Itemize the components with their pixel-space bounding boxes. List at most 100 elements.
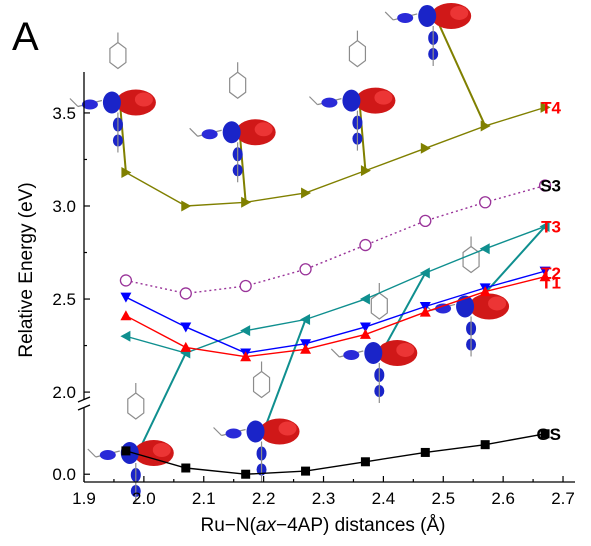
inset-leader-line xyxy=(380,272,427,354)
x-tick-label: 2.1 xyxy=(192,489,216,508)
data-point-triangle xyxy=(359,322,371,333)
axes-frame: 1.9 2.0 2.1 2.2 2.3 2.4 2.5 2.6 2.7 2.0 2.5 3.0 3.5 0… xyxy=(52,72,575,508)
data-point-triangle xyxy=(180,322,192,333)
series-line xyxy=(125,276,546,358)
data-point-triangle xyxy=(419,267,430,279)
x-tick-label: 2.7 xyxy=(551,489,575,508)
y-tick-label: 3.0 xyxy=(52,197,76,216)
orbital-blue-lobe xyxy=(364,341,383,364)
series-label: T3 xyxy=(541,217,561,236)
series-line xyxy=(125,106,546,207)
orbital-blue-lobe xyxy=(222,121,241,144)
orbital-blue-lobe xyxy=(201,129,218,140)
molecule-skeleton xyxy=(189,62,247,137)
data-point-triangle xyxy=(181,200,192,212)
data-point-triangle xyxy=(420,142,431,154)
inset-leader-line xyxy=(358,100,367,171)
molecule-skeleton xyxy=(309,30,367,106)
x-tick-label: 2.2 xyxy=(252,489,276,508)
orbital-red-highlight xyxy=(152,443,171,458)
inset-leader-line xyxy=(262,319,307,432)
orbital-inset xyxy=(69,32,156,173)
orbital-blue-lobe xyxy=(342,89,361,112)
molecule-skeleton xyxy=(422,236,480,312)
inset-leader-line xyxy=(434,15,487,127)
data-point-circle xyxy=(299,263,312,276)
y-tick-label: 2.0 xyxy=(52,383,76,402)
y-tick-label: 2.5 xyxy=(52,290,76,309)
data-point-triangle xyxy=(180,341,192,352)
orbital-blue-lobe xyxy=(456,295,475,318)
orbital-inset xyxy=(330,272,427,403)
data-point-triangle xyxy=(120,330,131,342)
panel-label: A xyxy=(12,15,39,59)
orbital-inset xyxy=(87,352,187,504)
series-label: GS xyxy=(536,425,561,444)
y-axis-title: Relative Energy (eV) xyxy=(16,182,37,357)
orbital-inset xyxy=(189,62,276,203)
data-point-circle xyxy=(479,196,492,209)
orbital-red-highlight xyxy=(278,421,297,436)
orbital-red-highlight xyxy=(134,92,153,107)
series-gs: GS xyxy=(121,425,561,479)
x-axis-title-part-1: Ru−N( xyxy=(200,515,256,536)
data-point-triangle xyxy=(539,220,550,232)
orbital-blue-lobe xyxy=(343,349,360,360)
series-label: S3 xyxy=(540,177,561,196)
data-point-triangle xyxy=(301,187,312,199)
orbital-red-highlight xyxy=(450,5,469,20)
data-point-square xyxy=(480,440,490,450)
data-point-triangle xyxy=(240,351,252,362)
data-point-square xyxy=(121,446,131,456)
orbital-blue-lobe xyxy=(321,97,338,108)
data-point-triangle xyxy=(120,292,132,303)
orbital-inset xyxy=(384,2,487,127)
molecule-skeleton xyxy=(69,32,127,108)
data-point-triangle xyxy=(241,196,252,208)
data-point-circle xyxy=(538,179,552,192)
molecule-skeleton xyxy=(213,361,271,437)
x-axis-title-part-2: ax xyxy=(256,515,278,536)
series-line xyxy=(125,433,546,475)
orbital-red-highlight xyxy=(254,122,273,137)
inset-leader-line xyxy=(118,102,127,173)
series-t4: T4 xyxy=(121,98,562,212)
data-point-triangle xyxy=(359,293,370,305)
data-point-square xyxy=(241,469,251,479)
orbital-blue-lobe xyxy=(418,4,437,27)
data-point-square xyxy=(301,466,311,476)
data-point-triangle xyxy=(479,286,491,297)
data-point-triangle xyxy=(300,343,312,354)
axis-break-mark xyxy=(77,404,91,411)
data-point-triangle xyxy=(300,314,311,326)
series-t1: T1 xyxy=(120,271,561,362)
series-label: T1 xyxy=(541,274,561,293)
y-tick-label: 3.5 xyxy=(52,104,76,123)
inset-leader-line xyxy=(136,352,187,454)
data-point-circle xyxy=(419,214,432,228)
data-point-square xyxy=(540,429,550,439)
orbital-blue-lobe xyxy=(397,12,414,23)
molecule-skeleton xyxy=(87,383,145,458)
molecule-skeleton xyxy=(330,282,388,358)
data-point-circle xyxy=(179,287,192,300)
data-point-circle xyxy=(119,274,133,287)
orbital-red-highlight xyxy=(488,296,507,311)
orbital-inset xyxy=(309,30,396,171)
series-s3: S3 xyxy=(119,177,561,300)
data-point-circle xyxy=(239,279,252,293)
data-point-triangle xyxy=(419,306,431,317)
data-point-triangle xyxy=(480,120,491,132)
data-point-triangle xyxy=(240,325,251,337)
y-tick-label: 0.0 xyxy=(52,465,76,484)
data-point-triangle xyxy=(359,328,371,339)
x-tick-label: 2.3 xyxy=(312,489,336,508)
data-point-triangle xyxy=(121,166,132,178)
data-point-triangle xyxy=(479,243,490,255)
data-point-square xyxy=(420,447,430,457)
data-point-triangle xyxy=(540,101,551,113)
orbital-red-highlight xyxy=(374,90,393,105)
series-label: T4 xyxy=(541,98,561,117)
